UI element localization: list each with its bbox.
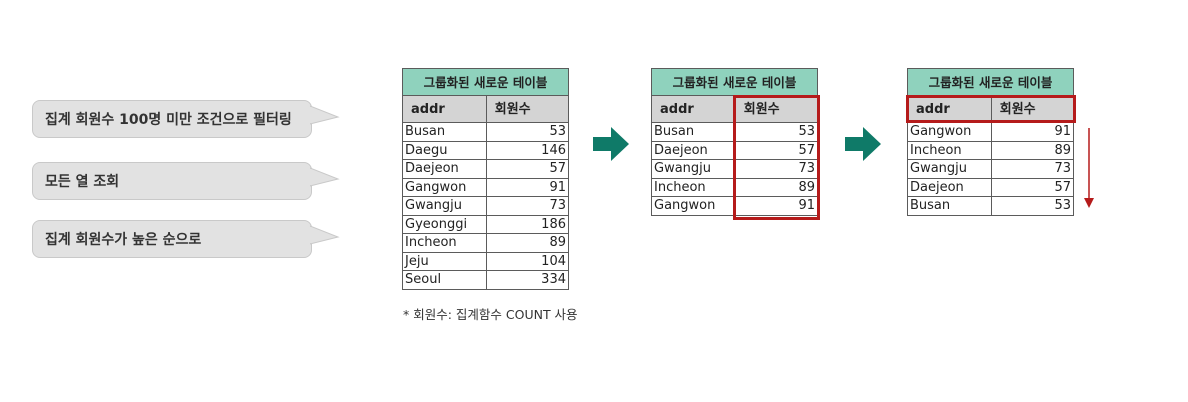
table-title: 그룹화된 새로운 테이블 (402, 68, 569, 96)
addr-cell: Gangwon (907, 122, 992, 142)
addr-cell: Seoul (402, 270, 487, 290)
bubble-order-tail (310, 225, 340, 245)
header-row-highlight (906, 95, 1076, 123)
table-row: Gangwon 91 (907, 122, 1075, 142)
count-column-highlight (733, 95, 820, 220)
column-header-count: 회원수 (734, 95, 819, 123)
table-title: 그룹화된 새로운 테이블 (651, 68, 818, 96)
table-row: Daejeon 57 (907, 177, 1075, 197)
bubble-order-text: 집계 회원수가 높은 순으로 (45, 232, 202, 248)
column-header-addr: addr (402, 95, 487, 123)
count-cell: 57 (485, 159, 570, 179)
addr-cell: Gwangju (402, 196, 487, 216)
addr-cell: Daejeon (651, 140, 736, 160)
addr-cell: Jeju (402, 251, 487, 271)
count-cell: 53 (485, 122, 570, 142)
table-row: Jeju 104 (402, 251, 570, 271)
count-cell: 53 (734, 122, 819, 142)
table-row: Daejeon 57 (402, 159, 570, 179)
table-row: Busan 53 (907, 196, 1075, 216)
count-cell: 89 (734, 177, 819, 197)
count-cell: 73 (485, 196, 570, 216)
descending-arrow-icon (1084, 128, 1094, 208)
addr-cell: Daejeon (907, 177, 992, 197)
table-row: Gwangju 73 (907, 159, 1075, 179)
grouped-table: 그룹화된 새로운 테이블 addr 회원수 Busan 53 Daegu 146 Dae… (402, 68, 570, 290)
count-cell: 89 (990, 140, 1075, 160)
filtered-table: 그룹화된 새로운 테이블 addr 회원수 Busan 53 Daejeon 57 Gw… (651, 68, 819, 216)
addr-cell: Daejeon (402, 159, 487, 179)
bubble-select: 모든 열 조회 (32, 162, 312, 200)
right-arrow-icon (593, 127, 629, 161)
right-arrow-icon (845, 127, 881, 161)
table-row: Busan 53 (651, 122, 819, 142)
addr-cell: Busan (402, 122, 487, 142)
column-header-count: 회원수 (990, 95, 1075, 123)
addr-cell: Daegu (402, 140, 487, 160)
count-cell: 73 (990, 159, 1075, 179)
count-cell: 73 (734, 159, 819, 179)
table-row: Seoul 334 (402, 270, 570, 290)
addr-cell: Busan (651, 122, 736, 142)
table-row: Gangwon 91 (402, 177, 570, 197)
table-row: Daejeon 57 (651, 140, 819, 160)
table-row: Daegu 146 (402, 140, 570, 160)
bubble-select-tail (310, 167, 340, 187)
addr-cell: Busan (907, 196, 992, 216)
table-row: Gwangju 73 (402, 196, 570, 216)
footnote: * 회원수: 집계함수 COUNT 사용 (403, 307, 578, 322)
count-cell: 91 (485, 177, 570, 197)
bubble-filter-tail (310, 105, 340, 125)
count-cell: 334 (485, 270, 570, 290)
addr-cell: Incheon (651, 177, 736, 197)
bubble-select-text: 모든 열 조회 (45, 174, 120, 190)
table-row: Incheon 89 (402, 233, 570, 253)
count-cell: 53 (990, 196, 1075, 216)
column-header-count: 회원수 (485, 95, 570, 123)
addr-cell: Gangwon (651, 196, 736, 216)
addr-cell: Gyeonggi (402, 214, 487, 234)
table-title: 그룹화된 새로운 테이블 (907, 68, 1074, 96)
addr-cell: Incheon (402, 233, 487, 253)
table-row: Gwangju 73 (651, 159, 819, 179)
addr-cell: Gangwon (402, 177, 487, 197)
count-cell: 91 (990, 122, 1075, 142)
count-cell: 89 (485, 233, 570, 253)
bubble-filter-text: 집계 회원수 100명 미만 조건으로 필터링 (45, 112, 292, 128)
addr-cell: Gwangju (907, 159, 992, 179)
sorted-table: 그룹화된 새로운 테이블 addr 회원수 Gangwon 91 Incheon 89… (907, 68, 1075, 216)
addr-cell: Incheon (907, 140, 992, 160)
table-row: Incheon 89 (651, 177, 819, 197)
table-row: Gyeonggi 186 (402, 214, 570, 234)
count-cell: 104 (485, 251, 570, 271)
column-header-addr: addr (651, 95, 736, 123)
bubble-order: 집계 회원수가 높은 순으로 (32, 220, 312, 258)
count-cell: 146 (485, 140, 570, 160)
table-row: Busan 53 (402, 122, 570, 142)
table-row: Incheon 89 (907, 140, 1075, 160)
count-cell: 186 (485, 214, 570, 234)
count-cell: 57 (990, 177, 1075, 197)
addr-cell: Gwangju (651, 159, 736, 179)
bubble-filter: 집계 회원수 100명 미만 조건으로 필터링 (32, 100, 312, 138)
count-cell: 57 (734, 140, 819, 160)
